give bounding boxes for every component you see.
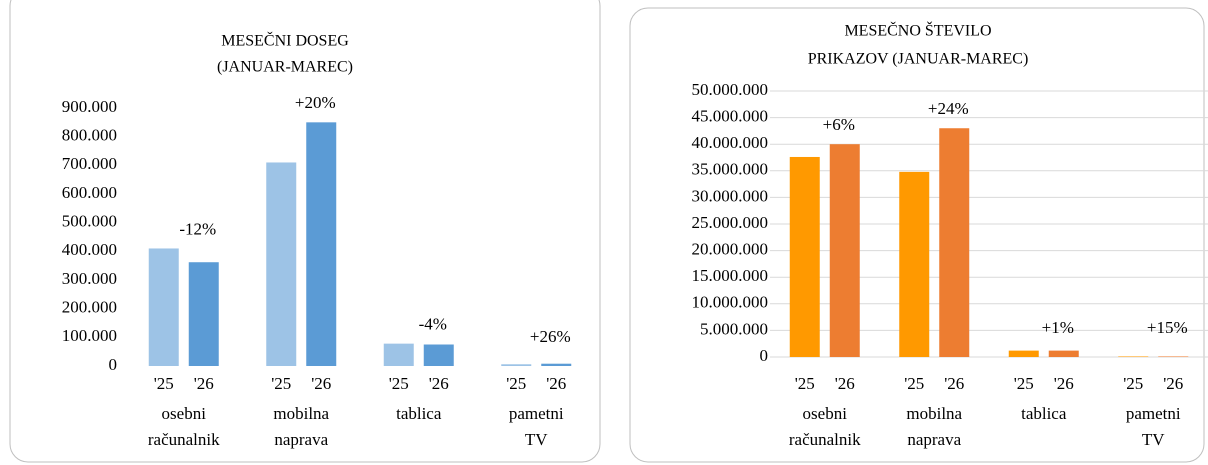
y-tick-label: 600.000	[62, 183, 117, 202]
annotation: +15%	[1147, 318, 1188, 337]
bar	[1158, 356, 1189, 357]
bar	[1008, 350, 1039, 357]
y-tick-label: 200.000	[62, 298, 117, 317]
y-tick-label: 10.000.000	[692, 293, 769, 312]
bar	[383, 343, 414, 366]
series-label: '26	[944, 374, 964, 393]
chart-title: MESEČNO ŠTEVILO	[844, 21, 991, 40]
bar	[829, 144, 860, 357]
annotation: +24%	[928, 99, 969, 118]
y-tick-label: 400.000	[62, 240, 117, 259]
y-tick-label: 45.000.000	[692, 107, 769, 126]
annotation: +26%	[530, 327, 571, 346]
x-tick-label: računalnik	[789, 430, 861, 449]
x-tick-label: tablica	[1021, 404, 1067, 423]
x-tick-label: mobilna	[273, 404, 329, 423]
bar	[148, 248, 179, 366]
bar	[501, 364, 532, 366]
y-tick-label: 300.000	[62, 269, 117, 288]
series-label: '25	[904, 374, 924, 393]
y-tick-label: 800.000	[62, 126, 117, 145]
annotation: +1%	[1042, 318, 1074, 337]
x-tick-label: TV	[525, 430, 548, 449]
bar	[423, 344, 454, 366]
bar	[266, 162, 297, 366]
series-label: '25	[506, 374, 526, 393]
y-tick-label: 20.000.000	[692, 240, 769, 259]
y-tick-label: 100.000	[62, 326, 117, 345]
chart-title: PRIKAZOV (JANUAR-MAREC)	[808, 51, 1029, 68]
bar	[789, 156, 820, 357]
y-tick-label: 700.000	[62, 154, 117, 173]
y-tick-label: 35.000.000	[692, 160, 769, 179]
x-tick-label: TV	[1142, 430, 1165, 449]
y-tick-label: 50.000.000	[692, 80, 769, 99]
annotation: +6%	[823, 115, 855, 134]
y-tick-label: 40.000.000	[692, 133, 769, 152]
series-label: '25	[1123, 374, 1143, 393]
x-tick-label: osebni	[162, 404, 207, 423]
chart-title: MESEČNI DOSEG	[221, 31, 349, 50]
bar	[541, 363, 572, 366]
x-tick-label: računalnik	[148, 430, 220, 449]
bar	[939, 128, 970, 357]
series-label: '25	[795, 374, 815, 393]
y-tick-label: 5.000.000	[700, 319, 768, 338]
series-label: '25	[1014, 374, 1034, 393]
series-label: '26	[429, 374, 449, 393]
x-tick-label: pametni	[509, 404, 564, 423]
y-tick-label: 0	[109, 355, 118, 374]
annotation: -12%	[179, 219, 216, 238]
series-label: '25	[154, 374, 174, 393]
series-label: '26	[1054, 374, 1074, 393]
y-tick-label: 0	[760, 346, 769, 365]
x-tick-label: osebni	[803, 404, 848, 423]
bar	[899, 171, 930, 357]
y-tick-label: 25.000.000	[692, 213, 769, 232]
bar	[306, 122, 337, 366]
annotation: -4%	[419, 315, 447, 334]
chart-title: (JANUAR-MAREC)	[217, 59, 353, 76]
series-label: '26	[1163, 374, 1183, 393]
y-tick-label: 900.000	[62, 97, 117, 116]
series-label: '26	[835, 374, 855, 393]
y-tick-label: 30.000.000	[692, 186, 769, 205]
bar	[1048, 350, 1079, 357]
y-tick-label: 500.000	[62, 212, 117, 231]
series-label: '25	[271, 374, 291, 393]
x-tick-label: tablica	[396, 404, 442, 423]
annotation: +20%	[295, 93, 336, 112]
x-tick-label: naprava	[274, 430, 328, 449]
series-label: '25	[389, 374, 409, 393]
y-tick-label: 15.000.000	[692, 266, 769, 285]
series-label: '26	[194, 374, 214, 393]
x-tick-label: naprava	[907, 430, 961, 449]
series-label: '26	[546, 374, 566, 393]
bar	[188, 262, 219, 366]
x-tick-label: pametni	[1126, 404, 1181, 423]
series-label: '26	[311, 374, 331, 393]
x-tick-label: mobilna	[906, 404, 962, 423]
bar	[1118, 356, 1149, 357]
